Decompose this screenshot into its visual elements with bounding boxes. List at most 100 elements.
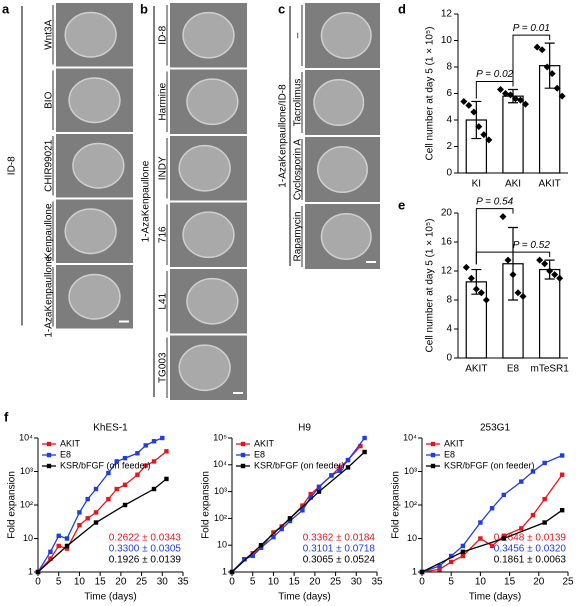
x-tick-label: 15: [289, 577, 301, 588]
series-marker: [164, 449, 169, 454]
series-marker: [287, 518, 293, 524]
x-tick-label: 20: [115, 577, 127, 588]
row-label: Kenpaullone: [44, 203, 55, 259]
colony: [178, 344, 231, 392]
series-marker: [449, 559, 454, 565]
x-tick-label: 0: [229, 577, 235, 588]
x-tick-label: 0: [35, 577, 41, 588]
series-marker: [316, 489, 322, 494]
row-label: Cyclosporin A: [293, 139, 304, 200]
series-marker: [530, 469, 536, 474]
series-marker: [77, 510, 82, 515]
data-point: [536, 256, 544, 264]
series-marker: [85, 496, 90, 502]
significance-bracket: [512, 34, 551, 87]
y-tick-label: 16: [441, 237, 453, 248]
series-marker: [135, 451, 140, 456]
y-tick-label: 10³: [20, 466, 33, 476]
series-marker: [48, 556, 53, 561]
y-tick-label: 1: [28, 566, 33, 576]
data-point: [470, 108, 478, 116]
y-tick-label: 2: [446, 141, 452, 152]
data-point: [499, 213, 507, 221]
series-marker: [337, 465, 342, 470]
row-label: INDY: [158, 156, 169, 180]
data-point: [558, 92, 566, 100]
series-marker: [258, 545, 264, 550]
data-point: [465, 101, 473, 109]
data-point: [546, 267, 554, 275]
y-tick-label: 4: [446, 324, 452, 335]
data-point: [475, 123, 483, 131]
y-tick-label: 6: [446, 88, 452, 99]
growth-rate: 0.3101 ± 0.0718: [303, 544, 376, 555]
data-point: [462, 263, 470, 271]
data-point: [533, 43, 541, 51]
y-tick-label: 20: [441, 208, 453, 219]
data-point: [519, 292, 527, 300]
growth-rate: 0.2622 ± 0.0343: [109, 533, 182, 544]
series-marker: [114, 486, 119, 492]
series-marker: [93, 510, 99, 515]
legend-label: KSR/bFGF (on feeder): [60, 460, 151, 470]
series-marker: [64, 543, 70, 549]
colony: [68, 77, 121, 124]
significance-bracket: [475, 208, 514, 265]
y-tick-label: 10: [217, 540, 227, 550]
growth-rate: 0.1861 ± 0.0063: [494, 555, 567, 566]
data-point: [556, 274, 564, 282]
colony: [64, 11, 117, 58]
legend-marker: [46, 452, 52, 458]
x-axis-label: Time (days): [469, 592, 521, 603]
colony: [186, 78, 239, 126]
series-marker: [93, 486, 99, 492]
data-point: [512, 95, 519, 103]
data-point: [502, 90, 509, 97]
series-line: [231, 451, 366, 573]
series-marker: [308, 491, 313, 497]
series-marker: [64, 546, 70, 551]
series-marker: [437, 567, 442, 572]
data-point: [538, 46, 546, 54]
colony: [317, 145, 368, 194]
row-label: L41: [158, 292, 169, 309]
series-marker: [559, 472, 565, 477]
series-marker: [460, 549, 466, 555]
y-tick-label: 10²: [404, 499, 417, 509]
x-tick-label: KI: [472, 179, 481, 190]
legend-label: KSR/bFGF (on feeder): [444, 460, 535, 470]
colony: [182, 11, 235, 59]
data-point: [497, 86, 504, 94]
series-marker: [501, 533, 506, 539]
data-point: [514, 289, 522, 297]
significance-bracket: [475, 251, 551, 265]
y-tick-label: 10: [23, 533, 33, 543]
group-label: 1-AzaKenpaullone/ID-8: [278, 84, 289, 188]
colony: [182, 211, 235, 259]
data-point: [551, 271, 559, 279]
legend-marker: [240, 441, 246, 447]
row-label: Wnt3A: [44, 19, 55, 49]
y-tick-label: 1: [222, 566, 227, 576]
x-tick-label: 5: [448, 577, 454, 588]
series-marker: [316, 484, 322, 490]
data-point: [472, 285, 480, 293]
series-marker: [519, 526, 524, 531]
series-marker: [460, 543, 466, 549]
series-marker: [56, 533, 61, 539]
row-label: Harmine: [158, 82, 169, 120]
p-value: P = 0.01: [513, 23, 550, 34]
series-marker: [106, 470, 111, 476]
series-marker: [329, 473, 334, 478]
data-point: [541, 260, 549, 268]
row-label: BIO: [44, 91, 55, 108]
series-marker: [64, 536, 70, 541]
panel-letter: c: [278, 1, 285, 16]
colony: [72, 142, 125, 189]
series-marker: [308, 495, 313, 500]
series-marker: [542, 520, 547, 525]
y-tick-label: 10³: [404, 466, 417, 476]
series-marker: [337, 468, 342, 473]
x-tick-label: 35: [371, 577, 383, 588]
data-point: [553, 84, 561, 92]
